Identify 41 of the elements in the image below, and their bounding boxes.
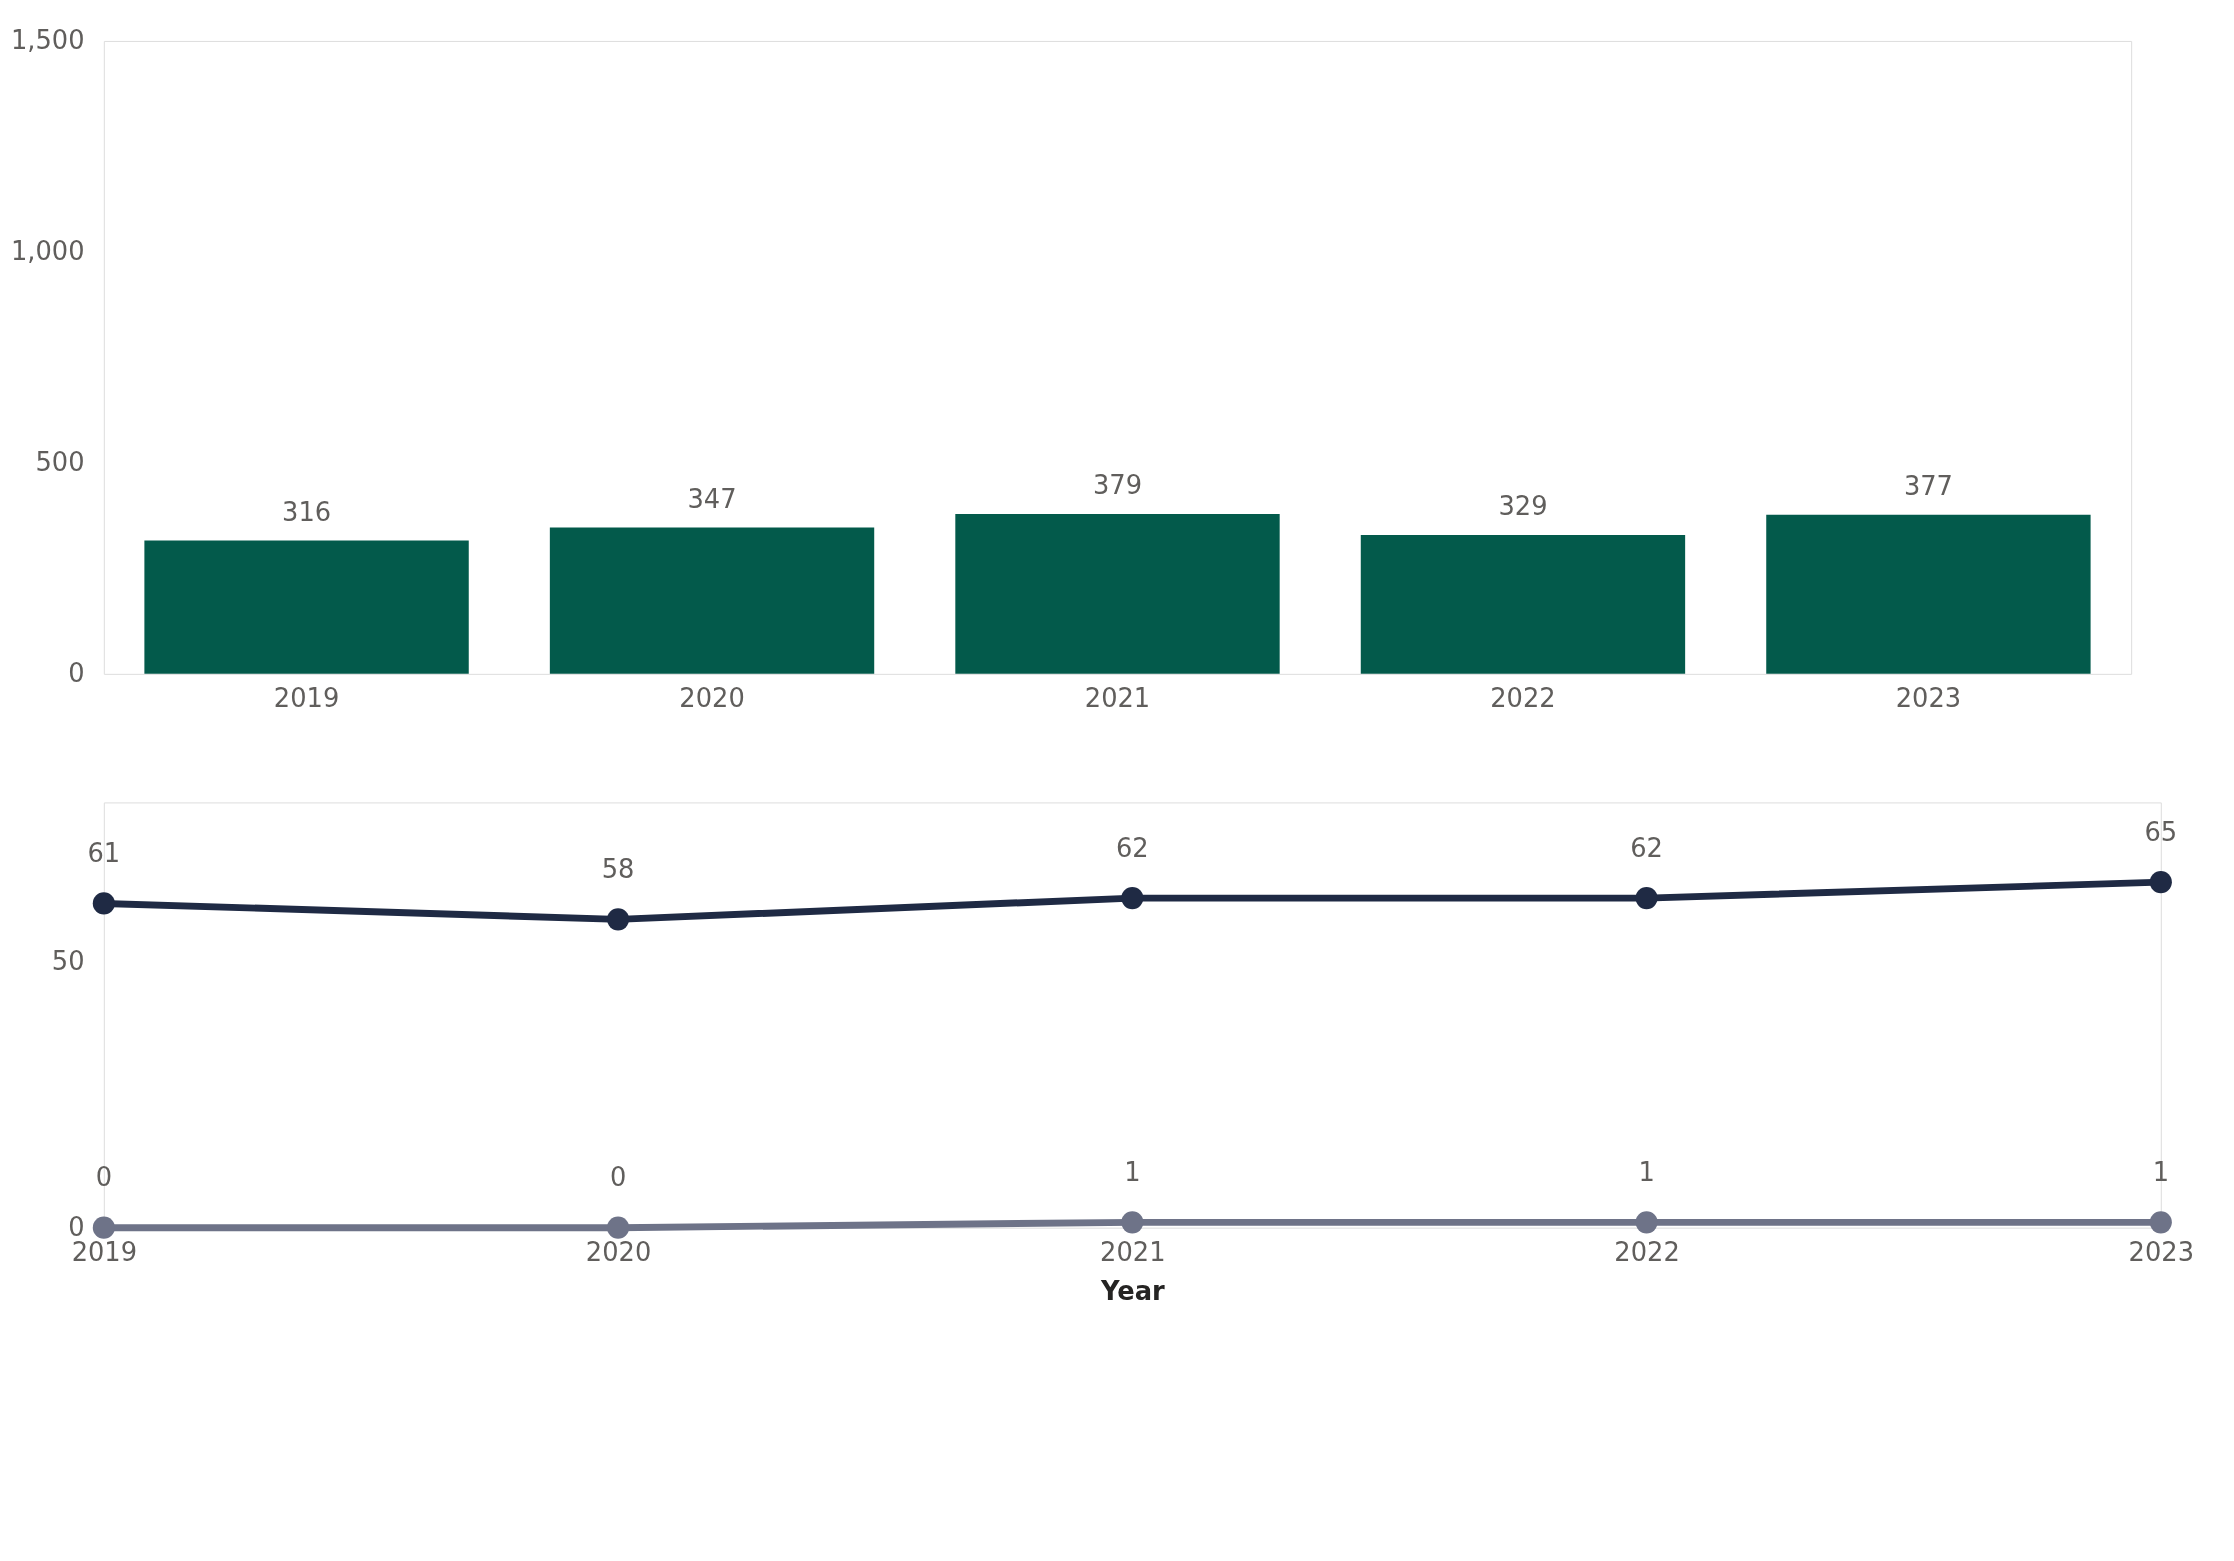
data-label: 377 [1903,471,1953,502]
data-label: 0 [609,1162,627,1193]
data-label: 329 [1498,491,1548,522]
data-label: 347 [687,483,737,514]
x-tick-label: 2023 [2128,1236,2195,1267]
point [1635,1211,1658,1234]
point [1635,887,1658,910]
data-label: 62 [1115,832,1149,863]
point [607,908,630,931]
point [2149,1211,2172,1234]
y-tick-label: 1,500 [10,25,85,56]
x-tick-label: 2020 [679,682,745,713]
data-label: 65 [2144,816,2178,847]
point [2149,871,2172,894]
x-tick-label: 2023 [1895,682,1962,713]
x-tick-label: 2019 [71,1236,138,1267]
point [92,1216,115,1239]
x-tick-label: 2019 [273,682,340,713]
y-tick-label: 0 [68,658,85,689]
y-tick-label: 1,000 [10,236,85,267]
data-label: 1 [2152,1156,2169,1187]
x-tick-label: 2021 [1100,1236,1166,1267]
data-label: 61 [87,837,121,868]
data-label: 379 [1092,470,1143,501]
x-tick-label: 2020 [585,1236,652,1267]
data-label: 1 [1124,1156,1141,1187]
point [1121,887,1144,910]
y-tick-label: 500 [35,447,85,478]
data-label: 1 [1638,1156,1655,1187]
x-axis-title: Year [1099,1276,1165,1307]
y-tick-label: 50 [51,946,85,977]
point [1121,1211,1144,1234]
point [607,1216,630,1239]
x-tick-label: 2022 [1490,682,1556,713]
data-label: 58 [601,853,635,884]
x-tick-label: 2021 [1084,682,1151,713]
point [92,892,115,915]
data-label: 62 [1630,832,1663,863]
x-tick-label: 2022 [1614,1236,1680,1267]
data-label: 0 [95,1162,113,1193]
data-label: 316 [282,496,332,527]
